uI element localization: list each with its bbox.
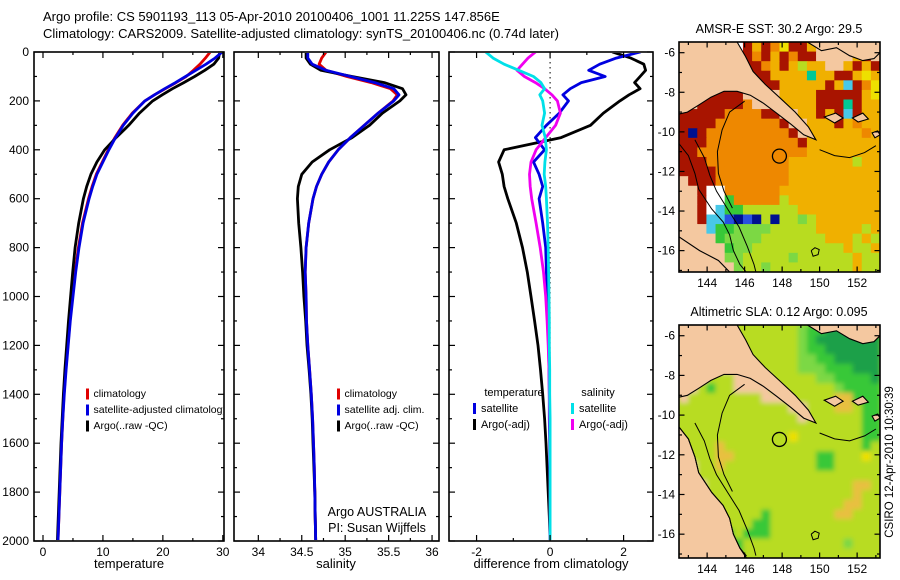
svg-text:-6: -6 bbox=[664, 329, 675, 343]
legend-swatch-satellite-clim bbox=[337, 404, 340, 416]
svg-text:-16: -16 bbox=[658, 244, 676, 258]
svg-text:20: 20 bbox=[156, 545, 170, 559]
svg-text:0: 0 bbox=[547, 545, 554, 559]
svg-text:30: 30 bbox=[216, 545, 230, 559]
temperature-axis-label: temperature bbox=[94, 556, 164, 571]
svg-text:150: 150 bbox=[810, 276, 830, 290]
svg-text:-8: -8 bbox=[664, 368, 675, 382]
legend-swatch-climatology bbox=[337, 388, 340, 400]
svg-text:1000: 1000 bbox=[2, 290, 29, 304]
svg-text:2000: 2000 bbox=[2, 534, 29, 548]
salinity-profile-panel: 34 34.5 35 35.5 36 bbox=[233, 51, 440, 559]
svg-text:-12: -12 bbox=[658, 164, 676, 178]
program-annotation-line1: Argo AUSTRALIA bbox=[328, 505, 427, 519]
salinity-legend: climatology satellite adj. clim. Argo(..… bbox=[337, 388, 424, 432]
svg-text:400: 400 bbox=[9, 143, 29, 157]
svg-text:-14: -14 bbox=[658, 487, 676, 501]
svg-text:0: 0 bbox=[22, 45, 29, 59]
sst-map-panel: 144 146 148 150 152 -6 -8 -10 -12 -14 -16 bbox=[658, 41, 881, 290]
svg-text:0: 0 bbox=[40, 545, 47, 559]
legend-swatch-temp-argo bbox=[473, 419, 476, 430]
svg-text:152: 152 bbox=[847, 276, 867, 290]
svg-text:34.5: 34.5 bbox=[290, 545, 314, 559]
svg-text:148: 148 bbox=[772, 562, 792, 576]
legend-swatch-argo bbox=[337, 420, 340, 432]
svg-text:-12: -12 bbox=[658, 448, 676, 462]
legend-label-argo: Argo(..raw -QC) bbox=[94, 420, 168, 432]
legend-label-satellite-clim: satellite adj. clim. bbox=[345, 404, 425, 416]
svg-text:1800: 1800 bbox=[2, 485, 29, 499]
csiro-timestamp: CSIRO 12-Apr-2010 10:30:39 bbox=[884, 386, 896, 538]
salinity-axis-label: salinity bbox=[316, 556, 356, 571]
svg-text:152: 152 bbox=[847, 562, 867, 576]
figure-title-line1: Argo profile: CS 5901193_113 05-Apr-2010… bbox=[43, 9, 500, 24]
svg-text:600: 600 bbox=[9, 192, 29, 206]
svg-text:36: 36 bbox=[425, 545, 439, 559]
svg-text:35: 35 bbox=[339, 545, 353, 559]
legend-swatch-sal-argo bbox=[571, 419, 574, 430]
legend-label-argo: Argo(..raw -QC) bbox=[345, 420, 419, 432]
legend-swatch-sal-satellite bbox=[571, 403, 574, 414]
svg-text:-14: -14 bbox=[658, 204, 676, 218]
legend-swatch-temp-satellite bbox=[473, 403, 476, 414]
legend-label-climatology: climatology bbox=[345, 388, 398, 400]
legend-swatch-satellite-clim bbox=[86, 404, 89, 416]
sla-map-panel: 144 146 148 150 152 -6 -8 -10 -12 -14 -16 bbox=[658, 324, 881, 576]
svg-text:-2: -2 bbox=[471, 545, 482, 559]
svg-text:10: 10 bbox=[96, 545, 110, 559]
difference-legend: temperature satellite Argo(-adj) salinit… bbox=[473, 387, 628, 431]
temperature-profile-panel: 0 10 20 30 0 200 400 600 800 1000 1200 1400 1600 1800… bbox=[2, 45, 229, 559]
legend-label-satellite-clim: satellite-adjusted climatology bbox=[94, 404, 229, 416]
svg-text:144: 144 bbox=[697, 562, 717, 576]
legend-label-climatology: climatology bbox=[94, 388, 147, 400]
svg-text:144: 144 bbox=[697, 276, 717, 290]
svg-text:-6: -6 bbox=[664, 46, 675, 60]
svg-text:-8: -8 bbox=[664, 85, 675, 99]
legend-label-sal-argo: Argo(-adj) bbox=[579, 419, 628, 431]
difference-axis-label: difference from climatology bbox=[473, 556, 629, 571]
legend-label-temp-argo: Argo(-adj) bbox=[481, 419, 530, 431]
svg-text:200: 200 bbox=[9, 94, 29, 108]
legend-header-salinity: salinity bbox=[581, 387, 615, 399]
svg-text:-16: -16 bbox=[658, 527, 676, 541]
program-annotation-line2: PI: Susan Wijffels bbox=[328, 521, 426, 535]
svg-text:148: 148 bbox=[772, 276, 792, 290]
legend-swatch-climatology bbox=[86, 388, 89, 400]
sla-map-title: Altimetric SLA: 0.12 Argo: 0.095 bbox=[690, 305, 867, 319]
svg-text:34: 34 bbox=[252, 545, 266, 559]
legend-label-sal-satellite: satellite bbox=[579, 403, 616, 415]
svg-text:146: 146 bbox=[735, 276, 755, 290]
svg-text:150: 150 bbox=[810, 562, 830, 576]
svg-text:800: 800 bbox=[9, 241, 29, 255]
svg-text:-10: -10 bbox=[658, 125, 676, 139]
svg-text:1200: 1200 bbox=[2, 338, 29, 352]
legend-label-temp-satellite: satellite bbox=[481, 403, 518, 415]
svg-text:35.5: 35.5 bbox=[377, 545, 401, 559]
figure-title-line2: Climatology: CARS2009. Satellite-adjuste… bbox=[43, 26, 559, 41]
svg-text:-10: -10 bbox=[658, 408, 676, 422]
legend-header-temperature: temperature bbox=[484, 387, 543, 399]
sst-map-title: AMSR-E SST: 30.2 Argo: 29.5 bbox=[696, 22, 863, 36]
svg-text:1400: 1400 bbox=[2, 387, 29, 401]
legend-swatch-argo bbox=[86, 420, 89, 432]
svg-text:146: 146 bbox=[735, 562, 755, 576]
svg-text:2: 2 bbox=[620, 545, 627, 559]
difference-profile-panel: -2 0 2 bbox=[448, 51, 654, 559]
temperature-legend: climatology satellite-adjusted climatolo… bbox=[86, 388, 229, 432]
svg-text:1600: 1600 bbox=[2, 436, 29, 450]
